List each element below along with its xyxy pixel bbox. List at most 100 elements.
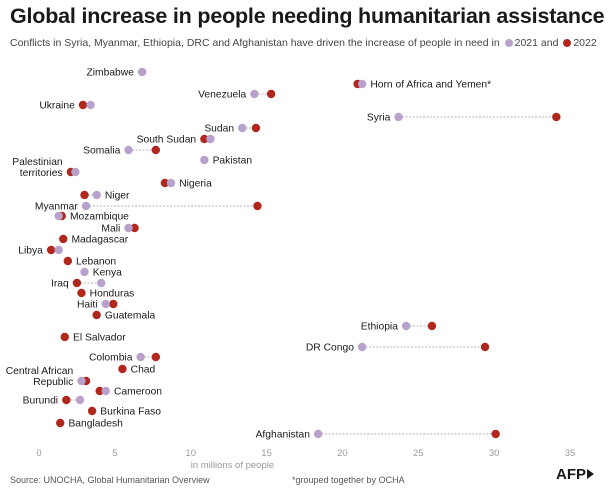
point-2021-horn-of-africa-and-yemen: [357, 79, 367, 89]
x-tick-label-0: 0: [36, 448, 41, 459]
label-kenya: Kenya: [93, 268, 122, 279]
point-2022-chad: [118, 364, 127, 374]
source-note: Source: UNOCHA, Global Humanitarian Over…: [10, 475, 210, 485]
label-colombia: Colombia: [89, 353, 133, 364]
point-2022-ukraine: [78, 100, 88, 110]
label-nigeria: Nigeria: [179, 179, 212, 190]
point-2022-colombia: [151, 352, 161, 362]
point-2022-syria: [552, 112, 561, 122]
label-haiti: Haiti: [77, 300, 98, 311]
label-palestinian-territories: Palestinian territories: [12, 157, 63, 179]
label-pakistan: Pakistan: [213, 156, 253, 167]
label-cameroon: Cameroon: [114, 387, 162, 398]
label-el-salvador: El Salvador: [73, 333, 126, 344]
footnote: *grouped together by OCHA: [292, 475, 405, 485]
point-2021-dr-congo: [357, 342, 367, 352]
label-madagascar: Madagascar: [71, 235, 128, 246]
point-2021-colombia: [136, 352, 145, 362]
point-2022-sudan: [251, 123, 261, 133]
point-2022-afghanistan: [491, 429, 500, 439]
subtitle-text: Conflicts in Syria, Myanmar, Ethiopia, D…: [10, 37, 500, 49]
x-tick-label-20: 20: [337, 448, 348, 459]
label-guatemala: Guatemala: [105, 311, 156, 322]
point-2022-honduras: [77, 288, 86, 298]
point-2022-haiti: [109, 299, 118, 309]
point-2022-bangladesh: [56, 418, 65, 428]
x-tick-label-10: 10: [185, 448, 196, 459]
label-niger: Niger: [105, 191, 130, 202]
afp-logo-mark: [587, 469, 594, 479]
point-2022-el-salvador: [60, 332, 69, 342]
label-syria: Syria: [367, 113, 391, 124]
point-2022-niger: [80, 190, 89, 200]
point-2022-iraq: [72, 278, 82, 288]
point-2021-pakistan: [200, 155, 209, 165]
label-venezuela: Venezuela: [198, 90, 246, 101]
label-south-sudan: South Sudan: [137, 135, 197, 146]
legend-2022-dot: [563, 39, 572, 47]
point-2022-somalia: [151, 145, 161, 155]
point-2021-venezuela: [250, 89, 259, 99]
label-burkina-faso: Burkina Faso: [100, 407, 161, 418]
point-2021-central-african-republic: [77, 376, 86, 386]
label-central-african-republic: Central African Republic: [6, 366, 74, 388]
x-tick-label-25: 25: [413, 448, 424, 459]
point-2021-sudan: [238, 123, 247, 133]
point-2021-zimbabwe: [137, 67, 147, 77]
label-ethiopia: Ethiopia: [361, 322, 398, 333]
label-ukraine: Ukraine: [39, 101, 75, 112]
point-2022-nigeria: [160, 178, 170, 188]
point-2021-libya: [54, 245, 63, 255]
point-2021-somalia: [124, 145, 133, 155]
label-mali: Mali: [101, 224, 120, 235]
point-2021-ukraine: [86, 100, 95, 110]
label-dr-congo: DR Congo: [306, 343, 354, 354]
point-2022-madagascar: [59, 234, 68, 244]
x-tick-label-30: 30: [489, 448, 500, 459]
point-2021-syria: [394, 112, 403, 122]
chart-title: Global increase in people needing humani…: [10, 4, 605, 28]
label-afghanistan: Afghanistan: [256, 430, 311, 441]
legend-2021-dot: [504, 39, 513, 47]
label-somalia: Somalia: [83, 146, 120, 157]
point-2021-mozambique: [54, 211, 63, 221]
chart-subtitle: Conflicts in Syria, Myanmar, Ethiopia, D…: [10, 37, 597, 49]
afp-logo: AFP: [556, 466, 594, 483]
label-iraq: Iraq: [51, 279, 69, 290]
point-2022-myanmar: [253, 201, 262, 211]
label-honduras: Honduras: [90, 289, 135, 300]
point-2022-lebanon: [63, 256, 73, 266]
point-2021-afghanistan: [313, 429, 323, 439]
point-2021-myanmar: [81, 201, 91, 211]
x-tick-label-35: 35: [565, 448, 576, 459]
point-2021-south-sudan: [206, 134, 215, 144]
legend-2022-label: 2022: [573, 37, 597, 49]
afp-logo-text: AFP: [556, 466, 586, 483]
point-2022-venezuela: [266, 89, 276, 99]
x-tick-label-15: 15: [261, 448, 272, 459]
label-chad: Chad: [131, 365, 156, 376]
legend-2021-label: 2021 and: [514, 37, 559, 49]
point-2022-south-sudan: [200, 134, 209, 144]
label-horn-of-africa-and-yemen: Horn of Africa and Yemen*: [370, 80, 491, 91]
point-2021-iraq: [97, 278, 106, 288]
point-2022-mali: [130, 223, 139, 233]
point-2022-burkina-faso: [87, 406, 97, 416]
label-zimbabwe: Zimbabwe: [86, 68, 134, 79]
point-2022-dr-congo: [480, 342, 490, 352]
point-2022-libya: [46, 245, 56, 255]
point-2022-guatemala: [92, 310, 101, 320]
point-2022-cameroon: [95, 386, 104, 396]
point-2021-nigeria: [166, 178, 176, 188]
point-2021-kenya: [80, 267, 89, 277]
label-lebanon: Lebanon: [76, 257, 116, 268]
point-2021-mali: [124, 223, 133, 233]
label-myanmar: Myanmar: [35, 202, 78, 213]
point-2022-burundi: [62, 395, 71, 405]
point-2021-haiti: [101, 299, 110, 309]
label-libya: Libya: [18, 246, 43, 257]
point-2021-palestinian-territories: [71, 167, 80, 177]
label-sudan: Sudan: [204, 124, 234, 135]
point-2021-burundi: [75, 395, 85, 405]
